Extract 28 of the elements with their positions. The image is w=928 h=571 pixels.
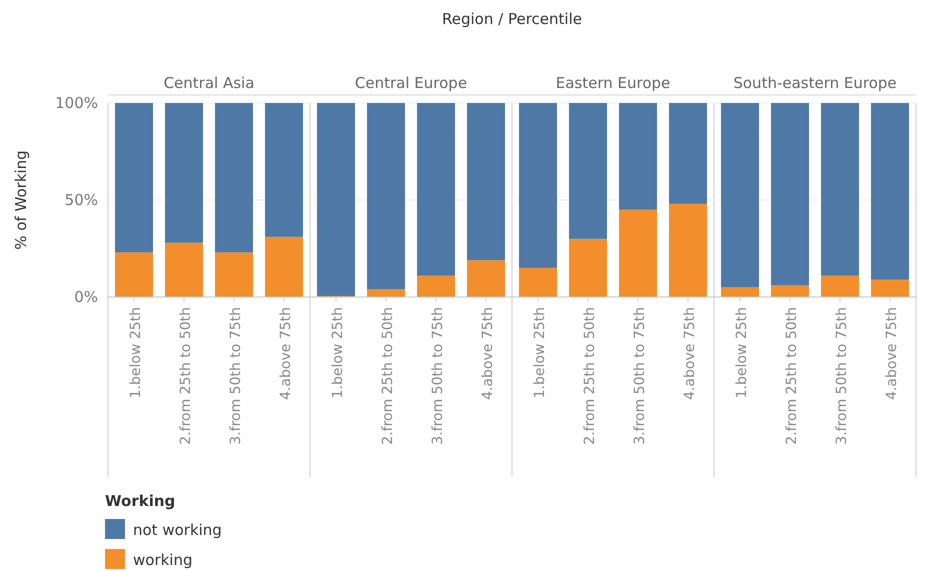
chart-title: Eastern Europe — [556, 74, 670, 92]
legend-label: working — [133, 551, 192, 569]
legend-label: not working — [133, 521, 222, 539]
x-tick-label: 2.from 25th to 50th — [582, 307, 598, 445]
text: Region / Percentile — [442, 10, 582, 28]
x-tick-label: 4.above 75th — [682, 307, 698, 400]
legend-title: Working — [105, 492, 176, 510]
x-tick-label: 2.from 25th to 50th — [380, 307, 396, 445]
y-axis-title: % of Working — [12, 150, 30, 250]
x-tick-label: 4.above 75th — [884, 307, 900, 400]
x-tick-label: 1.below 25th — [330, 307, 346, 398]
x-tick-label: 1.below 25th — [532, 307, 548, 398]
x-tick-label: 2.from 25th to 50th — [178, 307, 194, 445]
y-tick-label: 50% — [64, 191, 98, 209]
chart-title: Central Europe — [354, 74, 468, 92]
x-tick-label: 1.below 25th — [734, 307, 750, 398]
x-tick-label: 3.from 50th to 75th — [632, 307, 648, 445]
x-tick-label: 1.below 25th — [128, 307, 144, 398]
x-tick-label: 2.from 25th to 50th — [784, 307, 800, 445]
x-tick-label: 3.from 50th to 75th — [228, 307, 244, 445]
x-tick-label: 4.above 75th — [278, 307, 294, 400]
x-tick-label: 3.from 50th to 75th — [834, 307, 850, 445]
chart-title: Central Asia — [164, 74, 254, 92]
y-tick-label: 0% — [74, 288, 98, 306]
x-tick-label: 4.above 75th — [480, 307, 496, 400]
y-tick-label: 100% — [55, 94, 98, 112]
chart-title: South-eastern Europe — [733, 74, 897, 92]
x-tick-label: 3.from 50th to 75th — [430, 307, 446, 445]
